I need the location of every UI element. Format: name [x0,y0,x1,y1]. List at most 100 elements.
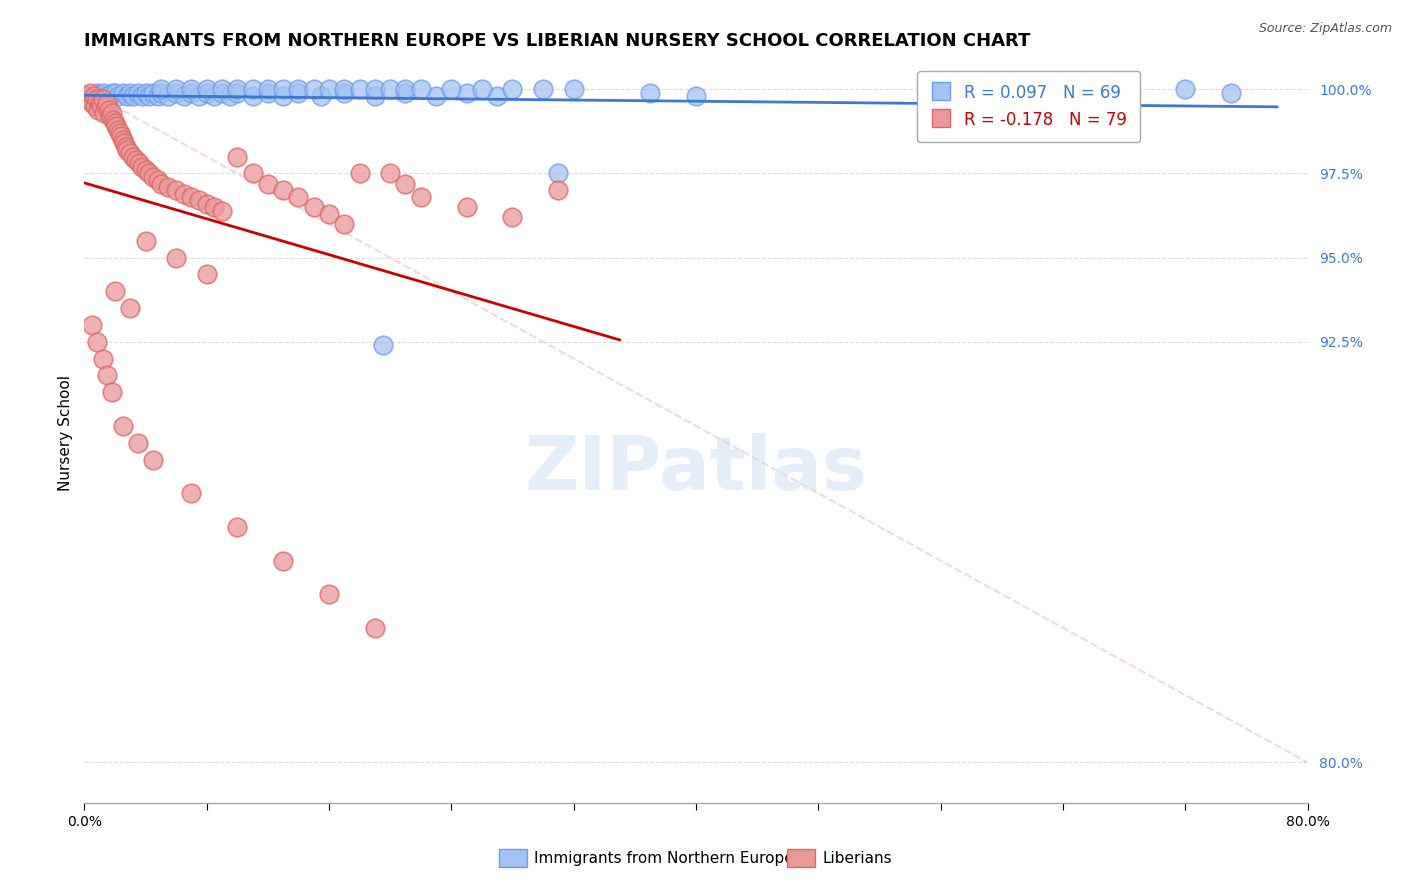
Point [333,86,356,100]
Point [86,93,108,107]
Point [195,82,218,96]
Point [142,452,165,467]
Point [257,177,280,191]
Point [128,156,150,170]
Point [87,103,110,117]
Point [107,89,129,103]
Point [257,82,280,96]
Point [271,183,294,197]
Point [380,82,402,96]
Text: Source: ZipAtlas.com: Source: ZipAtlas.com [1258,22,1392,36]
Point [394,82,416,96]
Point [211,82,233,96]
Point [91,93,114,107]
Point [502,82,524,96]
Point [146,89,169,103]
Point [90,99,112,113]
Point [120,86,142,100]
Point [135,163,157,178]
Point [271,553,294,567]
Point [271,82,294,96]
Point [86,334,108,349]
Text: Liberians: Liberians [823,851,893,865]
Point [318,587,340,601]
Point [135,86,157,100]
Point [364,621,387,635]
Point [302,82,325,96]
Point [122,150,145,164]
Point [127,435,149,450]
Point [142,169,165,184]
Point [173,186,195,201]
Point [165,82,187,96]
Point [188,194,211,208]
Point [409,82,432,96]
Point [440,82,463,96]
Point [1174,82,1197,96]
Point [138,89,160,103]
Point [94,99,117,113]
Point [226,82,249,96]
Point [131,89,153,103]
Point [371,338,394,352]
Point [242,167,264,181]
Point [96,89,118,103]
Point [165,86,187,100]
Point [302,200,325,214]
Point [226,520,249,534]
Point [96,368,118,383]
Point [425,89,447,103]
Point [380,167,402,181]
Point [122,89,145,103]
Point [111,133,134,147]
Point [364,82,387,96]
Y-axis label: Nursery School: Nursery School [58,375,73,491]
Point [547,167,569,181]
Point [218,89,240,103]
Point [157,180,180,194]
Point [685,89,707,103]
Point [180,86,202,100]
Point [138,167,160,181]
Point [638,86,661,100]
Point [531,82,554,96]
Point [79,86,101,100]
Point [311,89,333,103]
Point [1220,86,1243,100]
Point [471,82,494,96]
Point [104,285,127,299]
Point [142,86,165,100]
Text: IMMIGRANTS FROM NORTHERN EUROPE VS LIBERIAN NURSERY SCHOOL CORRELATION CHART: IMMIGRANTS FROM NORTHERN EUROPE VS LIBER… [84,32,1031,50]
Point [111,86,134,100]
Point [502,211,524,225]
Point [149,82,172,96]
Point [180,486,202,500]
Point [333,82,356,96]
Point [91,351,114,366]
Point [211,86,233,100]
Point [242,89,264,103]
Point [127,86,149,100]
Point [105,120,128,134]
Point [486,89,509,103]
Point [242,82,264,96]
Point [86,86,108,100]
Point [456,86,478,100]
Point [394,177,416,191]
Point [165,251,187,265]
Point [318,82,340,96]
Point [101,385,124,400]
Point [120,146,142,161]
Point [318,207,340,221]
Point [89,89,111,103]
Point [120,301,142,315]
Point [80,95,103,110]
Point [287,190,309,204]
Point [287,82,309,96]
Point [97,103,120,117]
Point [77,93,100,107]
Text: Immigrants from Northern Europe: Immigrants from Northern Europe [534,851,794,865]
Point [349,82,371,96]
Point [202,200,225,214]
Point [112,136,135,151]
